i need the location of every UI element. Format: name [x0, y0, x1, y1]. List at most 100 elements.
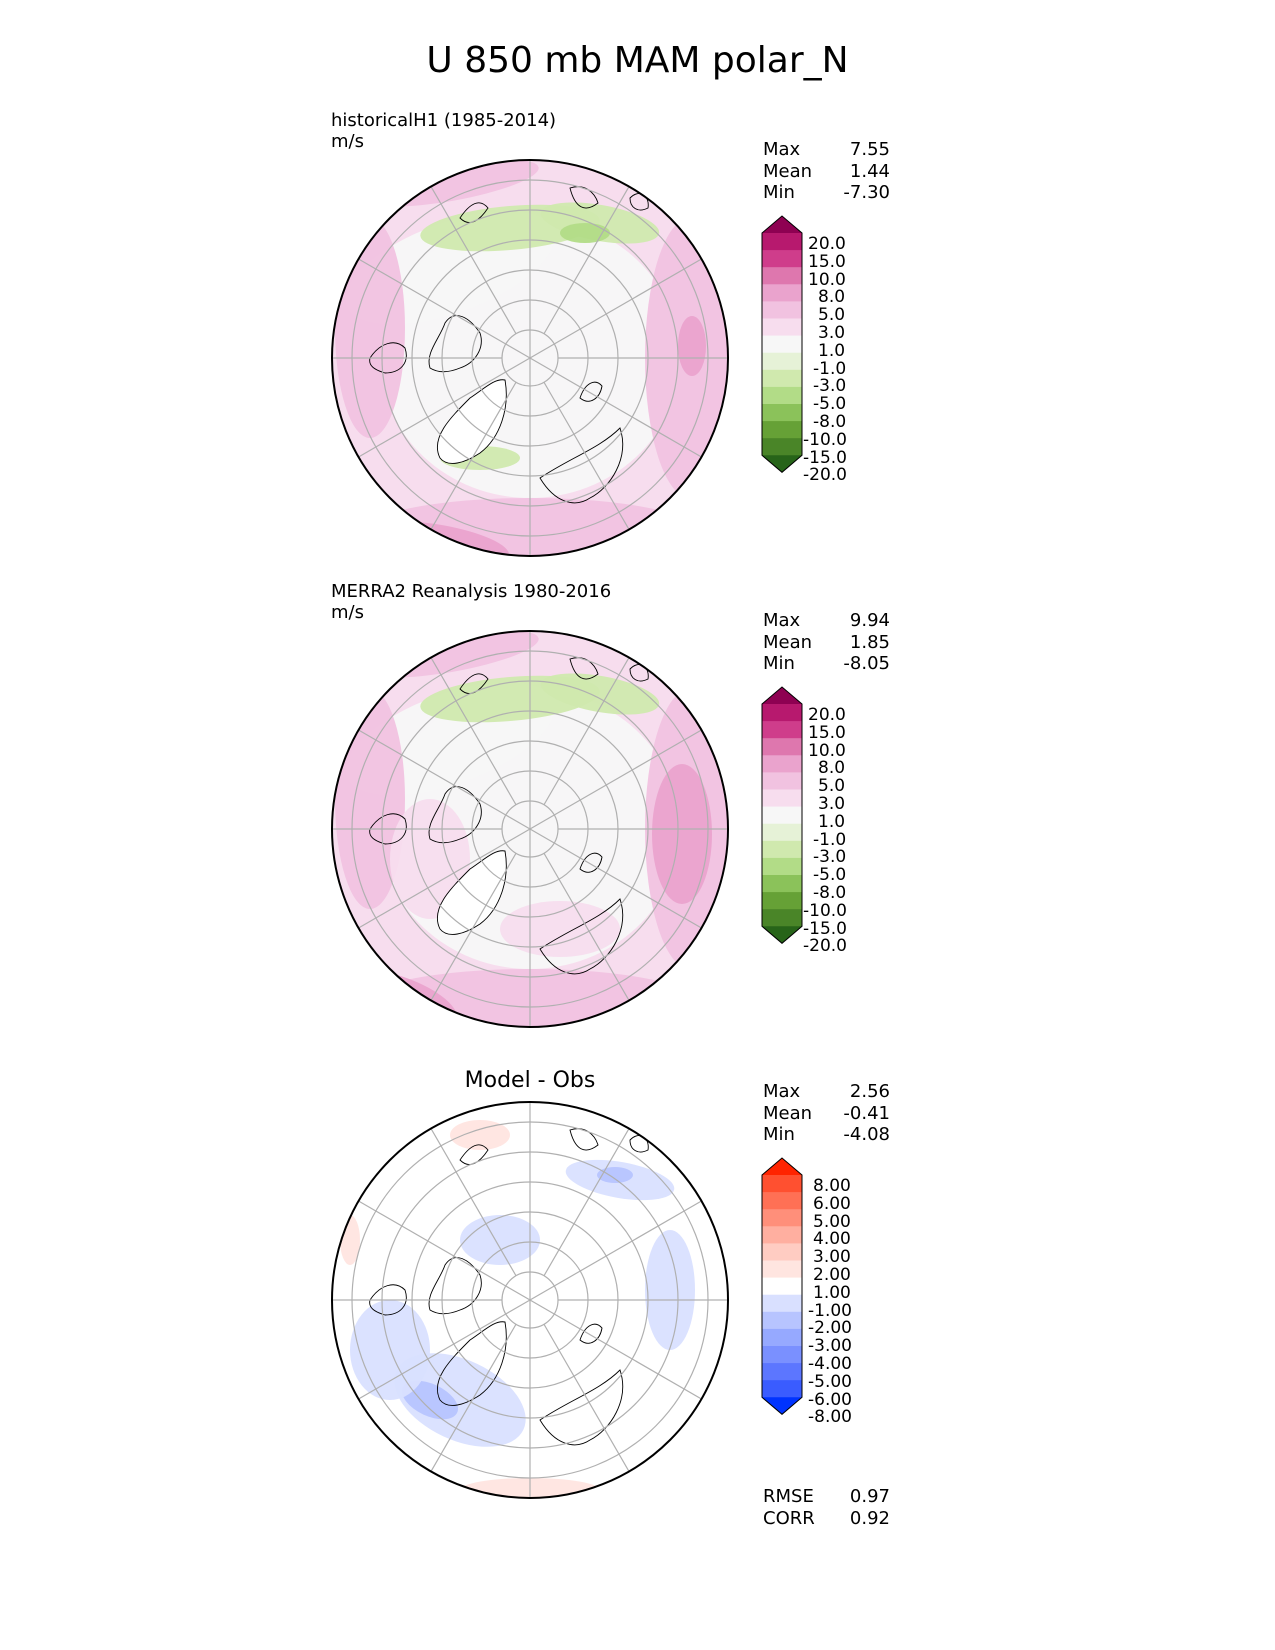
colorbar-band: [762, 1260, 802, 1279]
cbar-tick: -8.00: [808, 1407, 852, 1428]
meridian-line: [543, 852, 630, 1001]
meridian-line: [505, 343, 531, 359]
panel-1-colorbar: [761, 215, 803, 473]
meridian-line: [358, 258, 507, 345]
figure-title: U 850 mb MAM polar_N: [426, 40, 849, 81]
colorbar-band: [762, 1346, 802, 1364]
colorbar-band: [762, 301, 802, 319]
panel-2-stats: Max 9.94 Mean 1.85 Min -8.05: [763, 610, 890, 675]
cbar-tick: 10.0: [808, 269, 846, 290]
colorbar-outline: [761, 1157, 803, 1415]
stat-value: -8.05: [843, 653, 890, 674]
map-boundary: [331, 630, 729, 1028]
panel-2-units: m/s: [331, 602, 364, 623]
cbar-tick: 2.00: [813, 1264, 851, 1285]
field-region: [460, 1215, 540, 1265]
coastline: [428, 1257, 482, 1315]
field-region: [394, 1353, 526, 1447]
field-region: [335, 218, 405, 438]
stat-max-row: Max 9.94: [763, 610, 890, 632]
panel-3-colorbar-ticks: 8.00 6.00 5.00 4.00 3.00 2.00 1.00 -1.00…: [808, 1177, 852, 1428]
stat-min-row: Min -8.05: [763, 653, 890, 675]
cbar-tick: -10.0: [803, 429, 847, 450]
panel-1-colorbar-ticks: 20.0 15.0 10.0 8.0 5.0 3.0 1.0 -1.0 -3.0…: [803, 234, 847, 485]
stat-value: -7.30: [843, 182, 890, 203]
colorbar-band: [762, 421, 802, 439]
stat-label: Max: [763, 139, 801, 160]
field-region: [500, 901, 620, 957]
map-boundary: [331, 1101, 729, 1499]
field-region: [560, 223, 610, 243]
cbar-tick: 1.0: [818, 811, 846, 832]
coastline: [459, 202, 489, 223]
stat-max-row: Max 7.55: [763, 139, 890, 161]
metric-label: CORR: [763, 1507, 815, 1529]
field-region: [450, 1120, 510, 1150]
cbar-tick: -1.0: [813, 358, 847, 379]
cbar-tick: 20.0: [808, 234, 846, 254]
metric-rmse-row: RMSE 0.97: [763, 1486, 890, 1508]
panel-1-subtitle: historicalH1 (1985-2014) m/s: [331, 110, 556, 152]
cbar-tick: 20.0: [808, 705, 846, 725]
meridian-line: [543, 1128, 630, 1277]
colorbar-band: [762, 250, 802, 268]
stat-label: Mean: [763, 160, 813, 182]
cbar-tick: 5.00: [813, 1211, 851, 1232]
panel-3-stats: Max 2.56 Mean -0.41 Min -4.08: [763, 1081, 890, 1146]
meridian-line: [543, 1323, 630, 1472]
field-region: [350, 1300, 430, 1400]
panel-3-polar-map: [331, 1101, 729, 1499]
cbar-tick: -1.00: [808, 1300, 852, 1321]
meridian-line: [529, 828, 555, 844]
stat-value: 7.55: [849, 139, 890, 160]
colorbar-band: [762, 892, 802, 910]
meridian-line: [553, 842, 702, 929]
panel-1-polar-map: [331, 159, 729, 557]
panel-3-metrics: RMSE 0.97 CORR 0.92: [763, 1486, 890, 1529]
colorbar-band: [762, 840, 802, 859]
field-layer: [332, 1102, 728, 1498]
meridian-line: [529, 1285, 555, 1301]
meridian-line: [430, 1128, 517, 1277]
colorbar-band: [762, 1363, 802, 1381]
cbar-tick: 6.00: [813, 1193, 851, 1214]
colorbar-band: [762, 772, 802, 790]
cbar-tick: -8.0: [813, 411, 847, 432]
panel-2-colorbar-ticks: 20.0 15.0 10.0 8.0 5.0 3.0 1.0 -1.0 -3.0…: [803, 705, 847, 956]
cbar-tick: 8.0: [818, 287, 846, 308]
colorbar-band: [762, 1243, 802, 1261]
colorbar-band: [762, 909, 802, 927]
stat-label: Min: [763, 182, 795, 203]
colorbar-band: [762, 738, 802, 756]
meridian-line: [553, 1200, 702, 1287]
colorbar-band: [762, 1311, 802, 1330]
stat-label: Min: [763, 1124, 795, 1145]
meridian-line: [543, 381, 630, 530]
stat-label: Max: [763, 1081, 801, 1102]
cbar-tick: -15.0: [803, 447, 847, 468]
cbar-tick: -8.0: [813, 882, 847, 903]
colorbar-band: [762, 404, 802, 422]
coastline: [629, 1135, 649, 1153]
colorbar-band: [762, 789, 802, 808]
meridian-line: [505, 828, 531, 844]
cbar-tick: 15.0: [808, 722, 846, 743]
meridian-line: [430, 852, 517, 1001]
colorbar-band: [762, 335, 802, 354]
colorbar-extend-max: [762, 1158, 802, 1175]
meridian-line: [430, 1323, 517, 1472]
colorbar-band: [762, 267, 802, 285]
cbar-tick: 3.0: [818, 793, 846, 814]
meridian-line: [505, 1299, 531, 1315]
stat-label: Max: [763, 610, 801, 631]
colorbar-band: [762, 1209, 802, 1227]
cbar-tick: -5.00: [808, 1371, 852, 1392]
panel-3-colorbar: [761, 1157, 803, 1415]
cbar-tick: 1.0: [818, 340, 846, 361]
coastline: [428, 786, 482, 844]
cbar-tick: -20.0: [803, 465, 847, 486]
colorbar-band: [762, 386, 802, 405]
meridian-line: [553, 258, 702, 345]
meridian-line: [505, 814, 531, 830]
cbar-tick: -3.0: [813, 847, 847, 868]
